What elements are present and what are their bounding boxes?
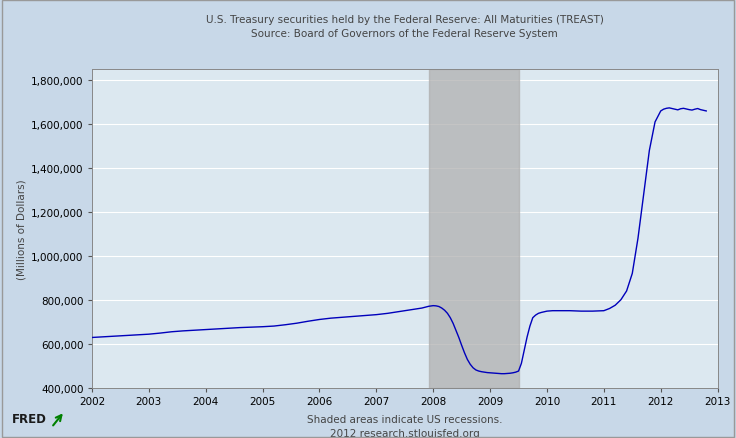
Text: FRED: FRED bbox=[12, 412, 46, 425]
Text: U.S. Treasury securities held by the Federal Reserve: All Maturities (TREAST): U.S. Treasury securities held by the Fed… bbox=[206, 15, 604, 25]
Text: 2012 research.stlouisfed.org: 2012 research.stlouisfed.org bbox=[330, 428, 480, 438]
Bar bbox=[428, 70, 519, 388]
Text: Shaded areas indicate US recessions.: Shaded areas indicate US recessions. bbox=[307, 414, 503, 424]
Text: Source: Board of Governors of the Federal Reserve System: Source: Board of Governors of the Federa… bbox=[252, 28, 558, 39]
Y-axis label: (Millions of Dollars): (Millions of Dollars) bbox=[17, 179, 27, 279]
